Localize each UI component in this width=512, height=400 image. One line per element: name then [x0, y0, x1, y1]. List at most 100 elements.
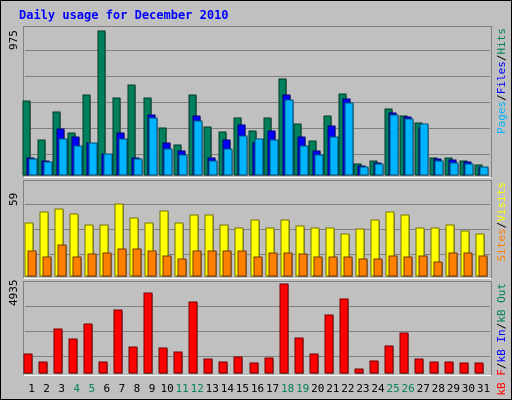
bar-pages [118, 138, 128, 176]
bar-kb-f [203, 358, 213, 374]
bar-pages [314, 154, 324, 176]
bar-pages [344, 102, 354, 176]
bar-pages [404, 118, 414, 176]
bar-kb-f [444, 361, 454, 374]
panel-legend: Sites/Visits [495, 182, 508, 262]
x-tick-label: 16 [251, 382, 264, 395]
bar-kb-f [113, 309, 123, 374]
x-tick-label: 3 [58, 382, 65, 395]
bar-pages [133, 158, 143, 176]
bar-pages [329, 136, 339, 176]
bar-kb-f [38, 361, 48, 374]
bar-sites [132, 248, 142, 277]
legend-entry: Sites [495, 228, 508, 261]
bar-sites [253, 256, 263, 277]
bar-kb-f [249, 362, 259, 374]
bar-sites [192, 250, 202, 277]
bar-sites [162, 255, 172, 277]
bar-pages [223, 148, 233, 176]
bar-pages [163, 148, 173, 176]
bar-kb-f [68, 338, 78, 374]
bar-pages [254, 138, 264, 176]
bar-pages [434, 160, 444, 176]
bar-kb-f [233, 356, 243, 374]
x-tick-label: 17 [266, 382, 279, 395]
panel-visits-sites: 59 Sites/Visits [7, 180, 508, 279]
bar-pages [178, 154, 188, 176]
bar-kb-f [369, 360, 379, 374]
bar-pages [73, 145, 83, 176]
x-tick-label: 18 [281, 382, 294, 395]
bar-sites [87, 253, 97, 277]
y-max-label: 975 [7, 30, 20, 50]
legend-separator: / [495, 222, 508, 229]
bar-sites [147, 250, 157, 277]
legend-entry: Visits [495, 182, 508, 222]
bar-pages [299, 145, 309, 176]
bar-pages [43, 161, 53, 176]
bar-pages [464, 163, 474, 176]
bar-sites [433, 261, 443, 277]
bar-sites [463, 252, 473, 277]
panel-legend: Pages/Files/Hits [495, 28, 508, 134]
bar-kb-f [324, 314, 334, 374]
legend-entry: Pages [495, 101, 508, 134]
bar-pages [479, 166, 489, 176]
x-tick-label: 10 [160, 382, 173, 395]
bar-sites [57, 244, 67, 277]
bar-sites [222, 250, 232, 277]
bar-sites [268, 252, 278, 277]
bar-kb-f [474, 362, 484, 374]
bar-kb-f [294, 337, 304, 374]
legend-entry: Hits [495, 28, 508, 55]
bar-sites [117, 248, 127, 277]
x-tick-label: 30 [462, 382, 475, 395]
legend-separator: / [495, 363, 508, 370]
bar-pages [359, 166, 369, 176]
chart-title: Daily usage for December 2010 [19, 8, 229, 22]
bar-hits [97, 30, 106, 176]
bar-kb-f [218, 361, 228, 374]
bar-kb-f [459, 362, 469, 374]
legend-entry: Files [495, 61, 508, 94]
legend-separator: / [495, 94, 508, 101]
bar-sites [283, 252, 293, 277]
bar-pages [88, 142, 98, 176]
bar-pages [208, 160, 218, 176]
chart-panels: 975Pages/Files/Hits59Sites/Visits4935kB … [7, 26, 508, 396]
x-tick-label: 9 [149, 382, 156, 395]
x-tick-label: 23 [356, 382, 369, 395]
bar-sites [313, 256, 323, 277]
bar-sites [72, 256, 82, 277]
bar-kb-f [158, 347, 168, 374]
bar-pages [269, 139, 279, 176]
bar-sites [343, 256, 353, 277]
panel-frame [23, 281, 492, 376]
bar-sites [478, 255, 488, 277]
x-tick-label: 11 [176, 382, 189, 395]
x-tick-label: 21 [326, 382, 339, 395]
bar-kb-f [173, 351, 183, 374]
bar-kb-f [53, 328, 63, 374]
y-max-label: 59 [7, 193, 20, 206]
x-tick-label: 28 [432, 382, 445, 395]
bar-sites [328, 256, 338, 277]
y-max-label: 4935 [7, 280, 20, 307]
bar-sites [298, 253, 308, 277]
bar-kb-f [429, 361, 439, 374]
x-tick-label: 2 [43, 382, 50, 395]
x-axis-labels: 1 2 3 4 5 6 7 8 9 10 11 12 13 14 15 16 17 18 19 20 21 22 23 24 2… [28, 382, 490, 395]
bar-kb-f [83, 323, 93, 374]
x-tick-label: 24 [371, 382, 385, 395]
bar-kb-f [98, 361, 108, 374]
x-tick-label: 7 [119, 382, 126, 395]
x-tick-label: 25 [386, 382, 399, 395]
x-tick-label: 15 [236, 382, 249, 395]
x-tick-label: 1 [28, 382, 35, 395]
bar-sites [102, 252, 112, 277]
bar-pages [449, 162, 459, 176]
x-tick-label: 19 [296, 382, 309, 395]
